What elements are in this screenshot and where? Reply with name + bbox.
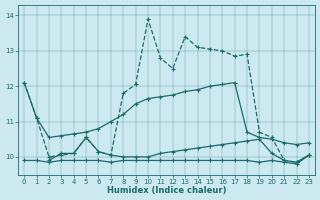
X-axis label: Humidex (Indice chaleur): Humidex (Indice chaleur) xyxy=(107,186,226,195)
